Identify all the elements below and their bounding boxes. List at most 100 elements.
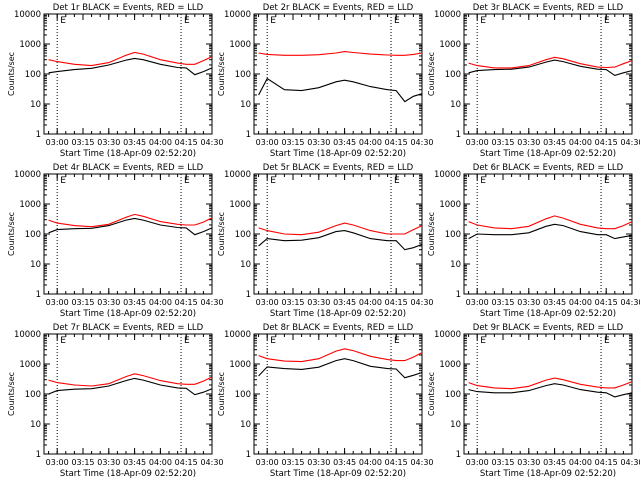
y-tick-label: 100 [445,70,461,80]
y-tick-label: 10000 [14,10,41,20]
x-tick-label: 03:00 [256,298,279,307]
x-tick-label: 04:00 [569,458,592,467]
x-tick-label: 03:45 [333,138,356,147]
plot-frame [43,13,213,135]
y-tick-label: 1 [456,290,461,300]
panel-title: Det 1r BLACK = Events, RED = LLD [53,3,204,13]
y-tick-label: 10000 [224,10,251,20]
x-tick-label: 04:15 [175,458,198,467]
x-axis-label: Start Time (18-Apr-09 02:52:20) [480,309,616,319]
series-line-lld [258,348,423,363]
series-line-lld [468,215,633,230]
x-tick-label: 04:30 [620,138,640,147]
y-axis-label: Counts/sec [217,52,226,96]
corner-marker: E [604,176,610,186]
x-tick-label: 04:00 [149,458,172,467]
y-tick-label: 100 [25,70,41,80]
x-tick-label: 03:00 [466,298,489,307]
x-tick-label: 03:00 [46,458,69,467]
y-tick-label: 10 [30,260,41,270]
x-axis-label: Start Time (18-Apr-09 02:52:20) [480,469,616,479]
series-line-lld [258,222,423,236]
x-tick-label: 04:15 [385,458,408,467]
plot-frame [253,333,423,455]
y-tick-label: 100 [25,230,41,240]
corner-marker: E [480,176,486,186]
corner-marker: E [60,176,66,186]
y-tick-label: 10 [450,420,461,430]
y-tick-label: 10000 [434,330,461,340]
y-tick-label: 1 [36,450,41,460]
corner-marker: E [480,16,486,26]
series-line-events [258,230,423,251]
x-tick-label: 03:30 [517,458,540,467]
x-tick-label: 04:30 [620,458,640,467]
corner-marker: E [184,336,190,346]
x-axis-label: Start Time (18-Apr-09 02:52:20) [270,309,406,319]
x-axis-label: Start Time (18-Apr-09 02:52:20) [60,469,196,479]
panel-title: Det 4r BLACK = Events, RED = LLD [53,163,204,173]
plot-frame [43,333,213,455]
plot-frame [463,13,633,135]
x-tick-label: 04:00 [149,298,172,307]
y-tick-label: 1 [246,450,251,460]
x-tick-label: 03:15 [281,458,304,467]
y-tick-label: 1000 [19,40,41,50]
y-axis-label: Counts/sec [7,372,16,416]
detector-panel: Det 7r BLACK = Events, RED = LLD 1 10 100 10… [7,323,224,479]
series-line-events [258,77,423,103]
y-tick-label: 100 [235,230,251,240]
y-tick-label: 100 [25,390,41,400]
x-tick-label: 03:30 [97,458,120,467]
corner-marker: E [604,16,610,26]
x-tick-label: 04:15 [595,298,618,307]
panel-title: Det 9r BLACK = Events, RED = LLD [473,323,624,333]
series-line-events [468,59,633,77]
x-tick-label: 03:30 [97,298,120,307]
detector-panel: Det 9r BLACK = Events, RED = LLD 1 10 100 10… [427,323,640,479]
x-tick-label: 04:00 [149,138,172,147]
corner-marker: E [60,16,66,26]
x-tick-label: 03:45 [333,458,356,467]
y-tick-label: 1000 [229,40,251,50]
corner-marker: E [184,176,190,186]
x-tick-label: 03:30 [307,138,330,147]
y-tick-label: 1000 [19,200,41,210]
x-tick-label: 03:15 [71,138,94,147]
y-tick-label: 10 [450,260,461,270]
series-line-lld [468,377,633,390]
x-tick-label: 03:45 [543,138,566,147]
y-tick-label: 100 [445,230,461,240]
y-tick-label: 1 [36,130,41,140]
x-tick-label: 03:45 [333,298,356,307]
x-tick-label: 04:30 [410,298,433,307]
x-tick-label: 04:30 [410,138,433,147]
series-line-events [48,377,213,396]
corner-marker: E [184,16,190,26]
series-line-events [468,383,633,398]
x-tick-label: 03:15 [71,458,94,467]
x-tick-label: 03:30 [307,298,330,307]
plot-frame [253,13,423,135]
y-axis-label: Counts/sec [7,52,16,96]
series-line-lld [468,56,633,69]
y-tick-label: 1000 [439,200,461,210]
series-line-lld [48,51,213,67]
detector-panel: Det 1r BLACK = Events, RED = LLD 1 10 100 10… [7,3,224,159]
x-tick-label: 03:15 [281,298,304,307]
y-tick-label: 10 [240,100,251,110]
series-line-events [48,217,213,236]
corner-marker: E [270,336,276,346]
panel-title: Det 8r BLACK = Events, RED = LLD [263,323,414,333]
x-tick-label: 03:45 [543,298,566,307]
x-tick-label: 04:15 [595,138,618,147]
y-tick-label: 10000 [14,170,41,180]
detector-panel: Det 3r BLACK = Events, RED = LLD 1 10 100 10… [427,3,640,159]
plot-frame [43,173,213,295]
x-tick-label: 03:30 [97,138,120,147]
x-tick-label: 04:15 [385,138,408,147]
y-axis-label: Counts/sec [7,212,16,256]
x-tick-label: 03:00 [466,458,489,467]
